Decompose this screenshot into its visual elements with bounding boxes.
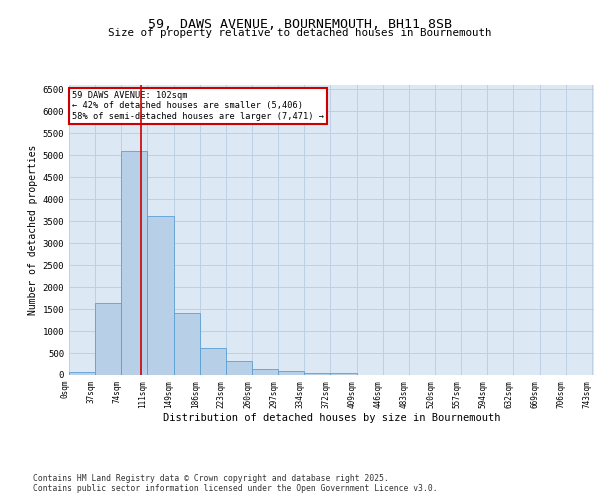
Bar: [121, 151, 148, 375]
Bar: [148, 216, 173, 375]
Bar: [95, 303, 121, 375]
Bar: [278, 372, 304, 375]
Bar: [331, 373, 356, 375]
Text: 59, DAWS AVENUE, BOURNEMOUTH, BH11 8SB: 59, DAWS AVENUE, BOURNEMOUTH, BH11 8SB: [148, 18, 452, 30]
Bar: [173, 312, 200, 375]
Text: 59 DAWS AVENUE: 102sqm
← 42% of detached houses are smaller (5,406)
58% of semi-: 59 DAWS AVENUE: 102sqm ← 42% of detached…: [71, 91, 323, 120]
Bar: [226, 362, 252, 375]
Bar: [304, 372, 331, 375]
X-axis label: Distribution of detached houses by size in Bournemouth: Distribution of detached houses by size …: [163, 413, 500, 423]
Text: Contains HM Land Registry data © Crown copyright and database right 2025.: Contains HM Land Registry data © Crown c…: [33, 474, 389, 483]
Text: Size of property relative to detached houses in Bournemouth: Size of property relative to detached ho…: [108, 28, 492, 38]
Text: Contains public sector information licensed under the Open Government Licence v3: Contains public sector information licen…: [33, 484, 437, 493]
Y-axis label: Number of detached properties: Number of detached properties: [28, 145, 38, 315]
Bar: [200, 348, 226, 375]
Bar: [69, 372, 95, 375]
Bar: [252, 369, 278, 375]
